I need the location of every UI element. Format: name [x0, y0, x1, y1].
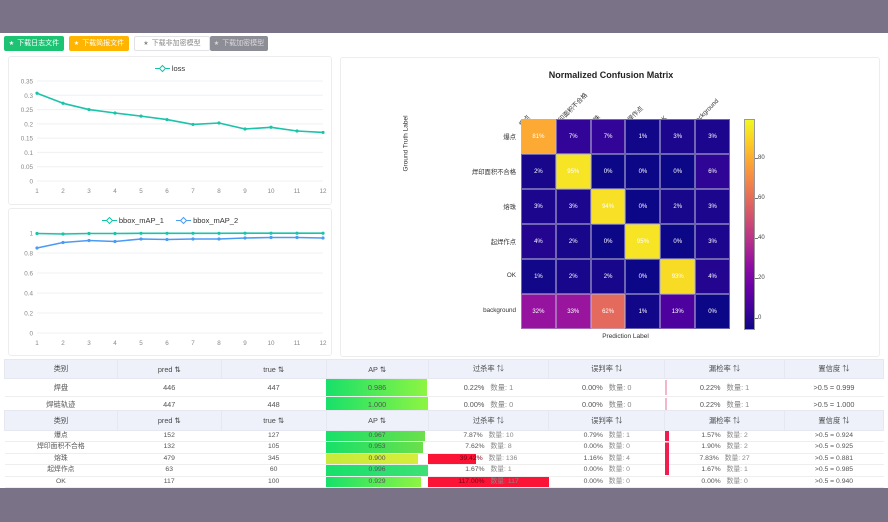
svg-text:0.05: 0.05: [21, 164, 34, 171]
svg-text:9: 9: [243, 340, 247, 347]
svg-text:1: 1: [29, 231, 33, 238]
svg-text:0: 0: [29, 331, 33, 338]
svg-text:0.4: 0.4: [24, 291, 33, 298]
svg-text:6: 6: [165, 188, 169, 195]
svg-text:0.2: 0.2: [24, 121, 33, 128]
svg-text:8: 8: [217, 188, 221, 195]
svg-text:2: 2: [61, 188, 65, 195]
svg-text:11: 11: [294, 340, 301, 347]
svg-text:3: 3: [87, 340, 91, 347]
svg-text:0.2: 0.2: [24, 311, 33, 318]
svg-text:1: 1: [35, 340, 39, 347]
svg-text:0: 0: [29, 179, 33, 186]
svg-text:2: 2: [61, 340, 65, 347]
svg-text:12: 12: [319, 340, 327, 347]
svg-text:9: 9: [243, 188, 247, 195]
svg-text:4: 4: [113, 340, 117, 347]
svg-text:10: 10: [267, 340, 275, 347]
svg-text:0.35: 0.35: [21, 79, 34, 86]
svg-text:0.1: 0.1: [24, 150, 33, 157]
svg-text:11: 11: [294, 188, 301, 195]
svg-text:8: 8: [217, 340, 221, 347]
svg-text:7: 7: [191, 340, 195, 347]
svg-text:10: 10: [267, 188, 275, 195]
svg-text:0.15: 0.15: [21, 136, 34, 143]
svg-text:0.8: 0.8: [24, 251, 33, 258]
svg-text:0.25: 0.25: [21, 107, 34, 114]
svg-text:5: 5: [139, 340, 143, 347]
svg-text:5: 5: [139, 188, 143, 195]
svg-text:6: 6: [165, 340, 169, 347]
svg-text:12: 12: [319, 188, 327, 195]
svg-text:0.3: 0.3: [24, 93, 33, 100]
svg-text:4: 4: [113, 188, 117, 195]
svg-text:1: 1: [35, 188, 39, 195]
svg-text:3: 3: [87, 188, 91, 195]
svg-text:0.6: 0.6: [24, 271, 33, 278]
svg-text:7: 7: [191, 188, 195, 195]
